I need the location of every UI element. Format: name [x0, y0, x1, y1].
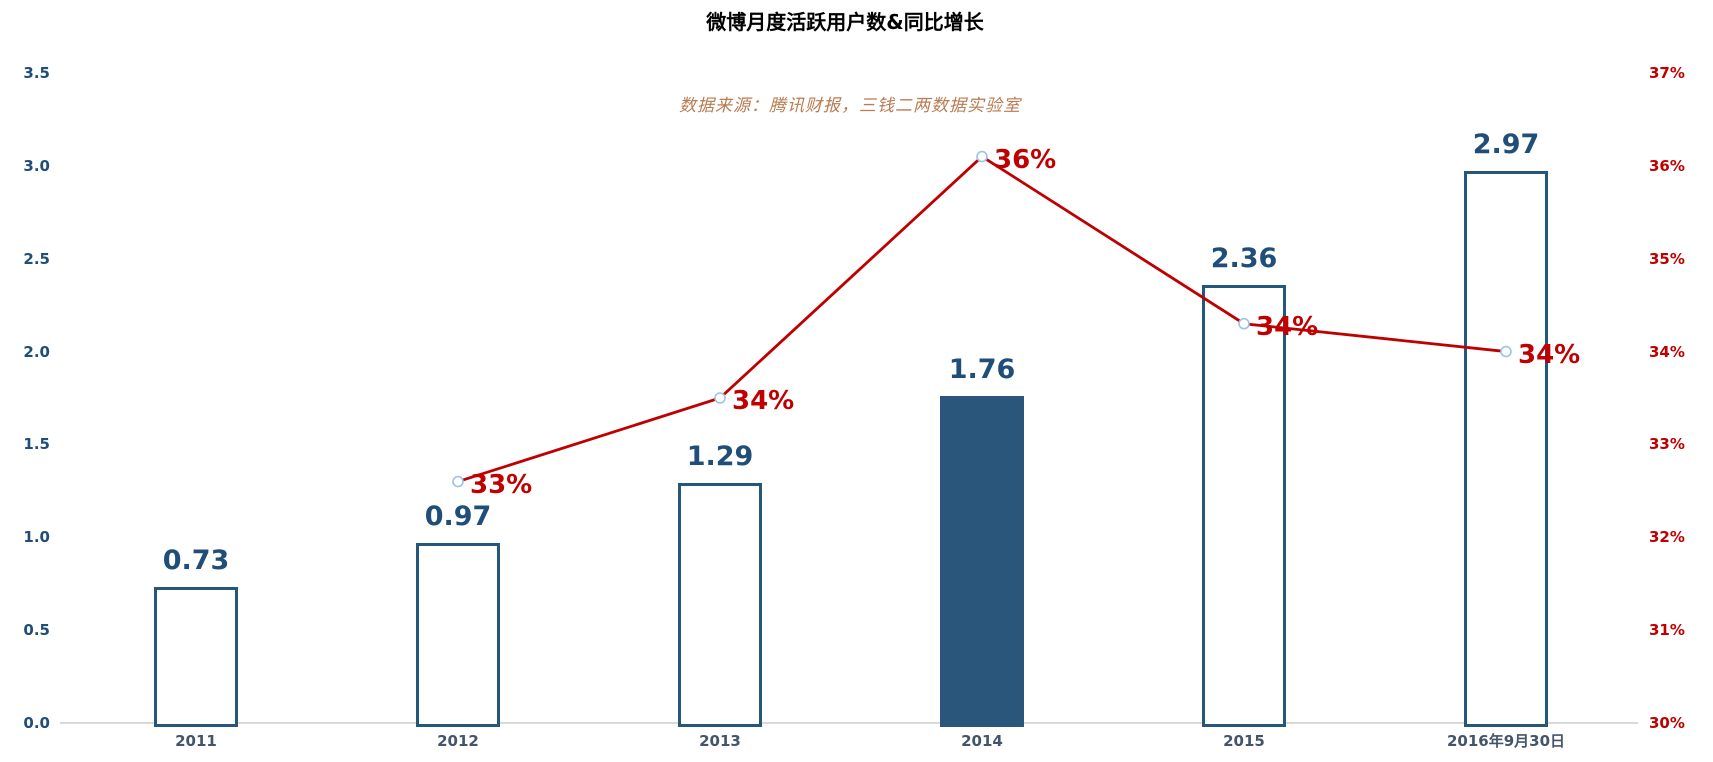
growth-line: [457, 154, 1507, 483]
growth-line-marker: [1500, 345, 1512, 358]
growth-line-marker: [1238, 317, 1250, 330]
growth-line-marker: [452, 475, 464, 488]
left-axis-tick-label: 1.0: [23, 528, 50, 547]
chart-title: 微博月度活跃用户数&同比增长: [706, 10, 984, 34]
right-axis-tick-label: 31%: [1649, 621, 1685, 640]
left-axis-tick-label: 2.5: [23, 249, 50, 268]
left-axis-tick-label: 3.5: [23, 64, 50, 82]
bar-value-label: 1.76: [948, 354, 1016, 386]
left-axis-tick-label: 1.5: [23, 435, 50, 454]
growth-pct-label: 34%: [1256, 311, 1319, 342]
right-axis-tick-label: 30%: [1649, 713, 1685, 732]
right-axis-tick-label: 35%: [1649, 249, 1685, 268]
bar: [154, 587, 238, 727]
left-axis-tick-label: 3.0: [23, 156, 50, 175]
bar: [678, 483, 762, 727]
growth-line-marker: [976, 150, 988, 163]
chart-subtitle: 数据来源：腾讯财报，三钱二两数据实验室: [679, 96, 1021, 116]
right-axis-tick-label: 34%: [1649, 342, 1685, 361]
right-axis-tick-label: 32%: [1649, 528, 1685, 547]
right-axis-tick-label: 36%: [1649, 156, 1685, 175]
right-axis-tick-label: 37%: [1649, 64, 1685, 82]
growth-line-marker: [714, 392, 726, 404]
x-axis-label: 2013: [699, 732, 741, 750]
bar: [940, 396, 1024, 727]
growth-pct-label: 34%: [732, 386, 795, 416]
bar: [1464, 171, 1548, 727]
bar: [1202, 284, 1286, 727]
growth-pct-label: 33%: [470, 469, 533, 500]
bar-value-label: 0.73: [162, 545, 230, 577]
left-axis-tick-label: 2.0: [23, 342, 50, 361]
bar: [416, 542, 500, 727]
growth-pct-label: 34%: [1518, 339, 1581, 370]
x-axis-line: [60, 722, 1638, 724]
bar-value-label: 2.97: [1472, 129, 1540, 161]
growth-pct-label: 36%: [994, 144, 1057, 175]
left-axis-tick-label: 0.5: [23, 621, 50, 640]
x-axis-label: 2012: [437, 732, 479, 750]
right-axis-tick-label: 33%: [1649, 435, 1685, 454]
bar-value-label: 0.97: [424, 500, 492, 532]
x-axis-label: 2016年9月30日: [1446, 732, 1566, 750]
bar-value-label: 1.29: [686, 441, 754, 473]
x-axis-label: 2014: [961, 732, 1003, 750]
x-axis-label: 2015: [1223, 732, 1265, 750]
left-axis-tick-label: 0.0: [23, 713, 50, 732]
x-axis-label: 2011: [175, 732, 217, 750]
bar-value-label: 2.36: [1210, 242, 1278, 274]
